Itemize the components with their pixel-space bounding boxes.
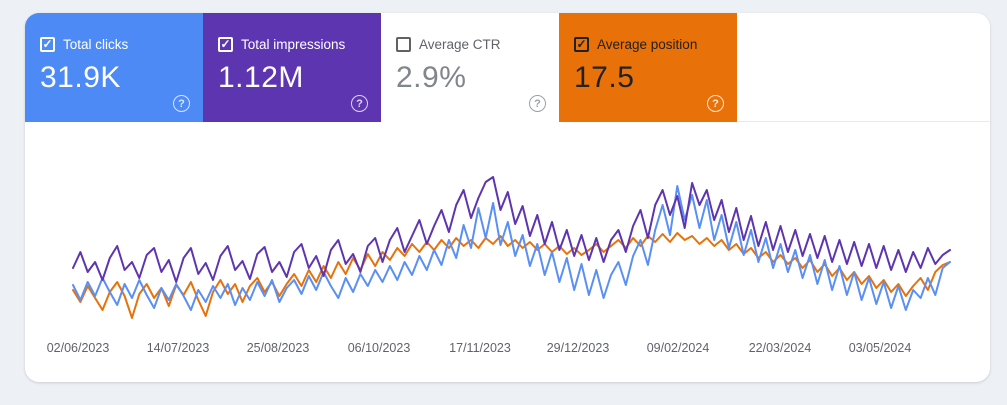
total-clicks-checkbox[interactable]: ✓ [40,37,55,52]
check-icon: ✓ [576,36,587,51]
metric-value: 17.5 [574,61,635,94]
help-icon[interactable]: ? [529,95,546,112]
metric-cards-row: ✓ Total clicks 31.9K ? ✓ Total impressio… [25,13,990,122]
check-icon: ✓ [220,36,231,51]
help-icon[interactable]: ? [351,95,368,112]
metric-card-average-ctr[interactable]: Average CTR 2.9% ? [381,13,559,122]
metric-value: 1.12M [218,61,304,94]
performance-panel: ✓ Total clicks 31.9K ? ✓ Total impressio… [25,13,990,382]
average-ctr-checkbox[interactable] [396,37,411,52]
total-impressions-checkbox[interactable]: ✓ [218,37,233,52]
metric-value: 31.9K [40,61,121,94]
help-icon[interactable]: ? [173,95,190,112]
metric-label: Average position [597,37,698,52]
metric-label: Average CTR [419,37,501,52]
help-icon[interactable]: ? [707,95,724,112]
metric-value: 2.9% [396,61,467,94]
metric-label: Total impressions [241,37,346,52]
metric-card-total-impressions[interactable]: ✓ Total impressions 1.12M ? [203,13,381,122]
metric-card-total-clicks[interactable]: ✓ Total clicks 31.9K ? [25,13,203,122]
check-icon: ✓ [42,36,53,51]
metric-card-average-position[interactable]: ✓ Average position 17.5 ? [559,13,737,122]
average-position-checkbox[interactable]: ✓ [574,37,589,52]
metric-label: Total clicks [63,37,129,52]
